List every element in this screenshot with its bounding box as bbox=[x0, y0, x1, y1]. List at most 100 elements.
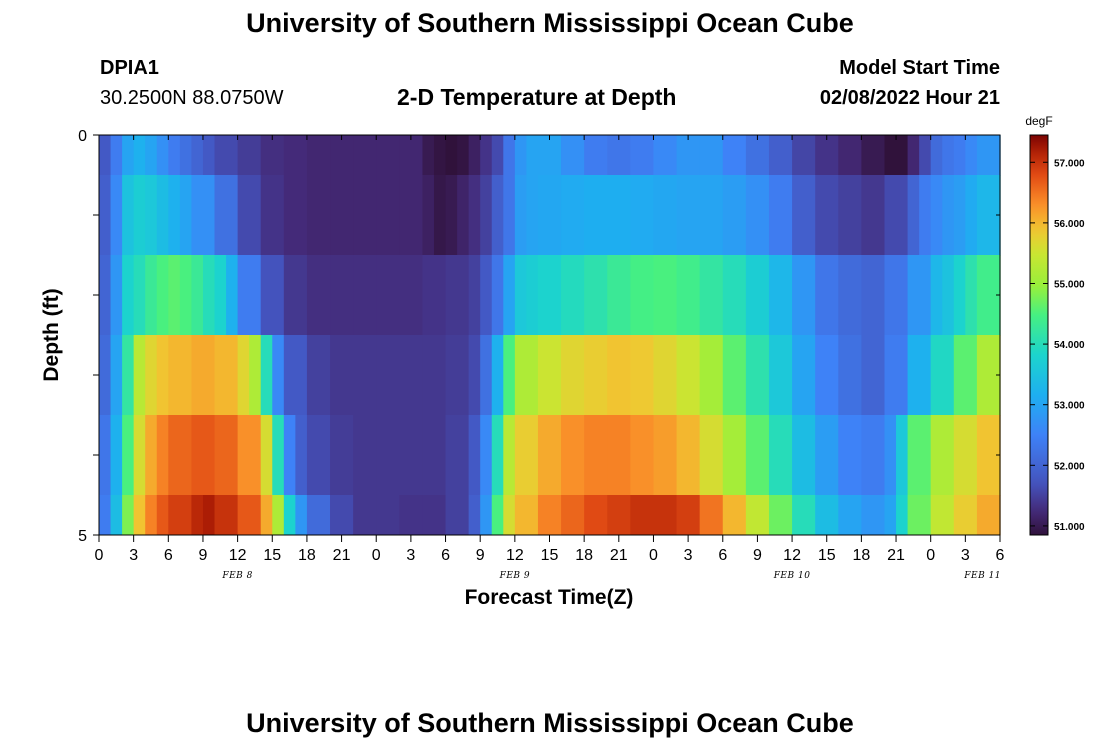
heatmap-cell bbox=[191, 415, 216, 496]
heatmap-cell bbox=[722, 415, 747, 496]
heatmap-cell bbox=[399, 415, 424, 496]
heatmap-cell bbox=[399, 255, 424, 336]
heatmap-cell bbox=[133, 415, 146, 496]
heatmap-cell bbox=[399, 335, 424, 416]
heatmap-cell bbox=[110, 135, 123, 176]
heatmap-cell bbox=[722, 175, 747, 256]
heatmap-cell bbox=[168, 335, 193, 416]
x-tick-label: 3 bbox=[406, 547, 415, 564]
heatmap-cell bbox=[260, 175, 285, 256]
heatmap-cell bbox=[122, 135, 135, 176]
heatmap-cell bbox=[919, 175, 932, 256]
heatmap-cell bbox=[537, 335, 562, 416]
heatmap-cell bbox=[768, 415, 793, 496]
heatmap-cell bbox=[110, 255, 123, 336]
heatmap-cell bbox=[503, 255, 516, 336]
heatmap-cell bbox=[965, 175, 978, 256]
colorbar-label: 54.000 bbox=[1054, 340, 1085, 351]
heatmap-cell bbox=[133, 255, 146, 336]
heatmap-cell bbox=[353, 255, 377, 336]
heatmap-cell bbox=[133, 135, 146, 176]
heatmap-cell bbox=[561, 255, 585, 336]
heatmap-cell bbox=[953, 415, 978, 496]
heatmap-cell bbox=[584, 415, 608, 496]
heatmap-cell bbox=[838, 255, 862, 336]
x-tick-label: 6 bbox=[996, 547, 1005, 564]
heatmap-cell bbox=[514, 335, 539, 416]
heatmap-cell bbox=[260, 135, 285, 176]
heatmap-cell bbox=[792, 415, 816, 496]
heatmap-cell bbox=[491, 175, 504, 256]
heatmap-cell bbox=[306, 255, 331, 336]
heatmap-cell bbox=[607, 175, 631, 256]
heatmap-cell bbox=[976, 495, 1001, 536]
heatmap-cell bbox=[514, 415, 539, 496]
heatmap-cell bbox=[676, 415, 701, 496]
heatmap-cell bbox=[526, 135, 539, 176]
heatmap-cell bbox=[179, 255, 193, 336]
heatmap-cell bbox=[156, 415, 169, 496]
heatmap-cell bbox=[457, 135, 470, 176]
heatmap-cell bbox=[122, 175, 135, 256]
heatmap-cell bbox=[699, 495, 724, 536]
heatmap-cell bbox=[122, 255, 135, 336]
heatmap-cell bbox=[422, 135, 435, 176]
heatmap-cell bbox=[861, 335, 886, 416]
heatmap-cell bbox=[376, 175, 400, 256]
heatmap-cell bbox=[191, 175, 216, 256]
heatmap-cell bbox=[584, 175, 608, 256]
heatmap-cell bbox=[653, 335, 678, 416]
x-tick-label: 18 bbox=[575, 547, 593, 564]
heatmap-cell bbox=[503, 135, 516, 176]
heatmap-cell bbox=[930, 415, 955, 496]
heatmap-cell bbox=[653, 175, 678, 256]
heatmap-cell bbox=[422, 175, 435, 256]
heatmap-cell bbox=[861, 135, 886, 176]
heatmap-cell bbox=[942, 175, 955, 256]
heatmap-cell bbox=[745, 495, 770, 536]
heatmap-cell bbox=[630, 335, 655, 416]
heatmap-cell bbox=[526, 175, 539, 256]
x-tick-label: 0 bbox=[372, 547, 381, 564]
chart-title: 2-D Temperature at Depth bbox=[397, 84, 677, 110]
heatmap-cell bbox=[330, 495, 354, 536]
heatmap-cell bbox=[422, 255, 447, 336]
x-tick-label: 12 bbox=[783, 547, 801, 564]
heatmap-cell bbox=[480, 255, 493, 336]
heatmap-cell bbox=[99, 495, 112, 536]
x-tick-label: 15 bbox=[263, 547, 281, 564]
x-axis-title: Forecast Time(Z) bbox=[465, 586, 634, 609]
heatmap-cell bbox=[976, 335, 1001, 416]
x-tick-label: 3 bbox=[684, 547, 693, 564]
heatmap-cell bbox=[561, 335, 585, 416]
heatmap-cell bbox=[237, 175, 262, 256]
heatmap-cell bbox=[815, 415, 839, 496]
heatmap-cell bbox=[272, 335, 285, 416]
heatmap-cell bbox=[699, 335, 724, 416]
heatmap-cell bbox=[584, 255, 608, 336]
heatmap-cell bbox=[907, 255, 932, 336]
heatmap-cell bbox=[503, 335, 516, 416]
heatmap-cell bbox=[884, 495, 897, 536]
heatmap-cell bbox=[468, 415, 481, 496]
heatmap-cell bbox=[514, 255, 527, 336]
heatmap-cell bbox=[179, 135, 193, 176]
heatmap-cell bbox=[491, 495, 504, 536]
heatmap-cell bbox=[768, 135, 793, 176]
colorbar-label: 55.000 bbox=[1054, 279, 1085, 290]
date-label: FEB 10 bbox=[773, 571, 811, 581]
heatmap-cell bbox=[537, 135, 562, 176]
heatmap-cell bbox=[884, 175, 909, 256]
heatmap-cell bbox=[722, 495, 747, 536]
footer-title: University of Southern Mississippi Ocean… bbox=[246, 708, 854, 738]
heatmap-cell bbox=[376, 415, 400, 496]
heatmap-cell bbox=[630, 415, 655, 496]
heatmap-cell bbox=[965, 135, 978, 176]
heatmap-cell bbox=[607, 135, 631, 176]
heatmap-cell bbox=[376, 255, 400, 336]
heatmap-cell bbox=[953, 175, 966, 256]
heatmap-cell bbox=[630, 135, 655, 176]
heatmap-cell bbox=[930, 255, 943, 336]
heatmap-cell bbox=[699, 255, 724, 336]
